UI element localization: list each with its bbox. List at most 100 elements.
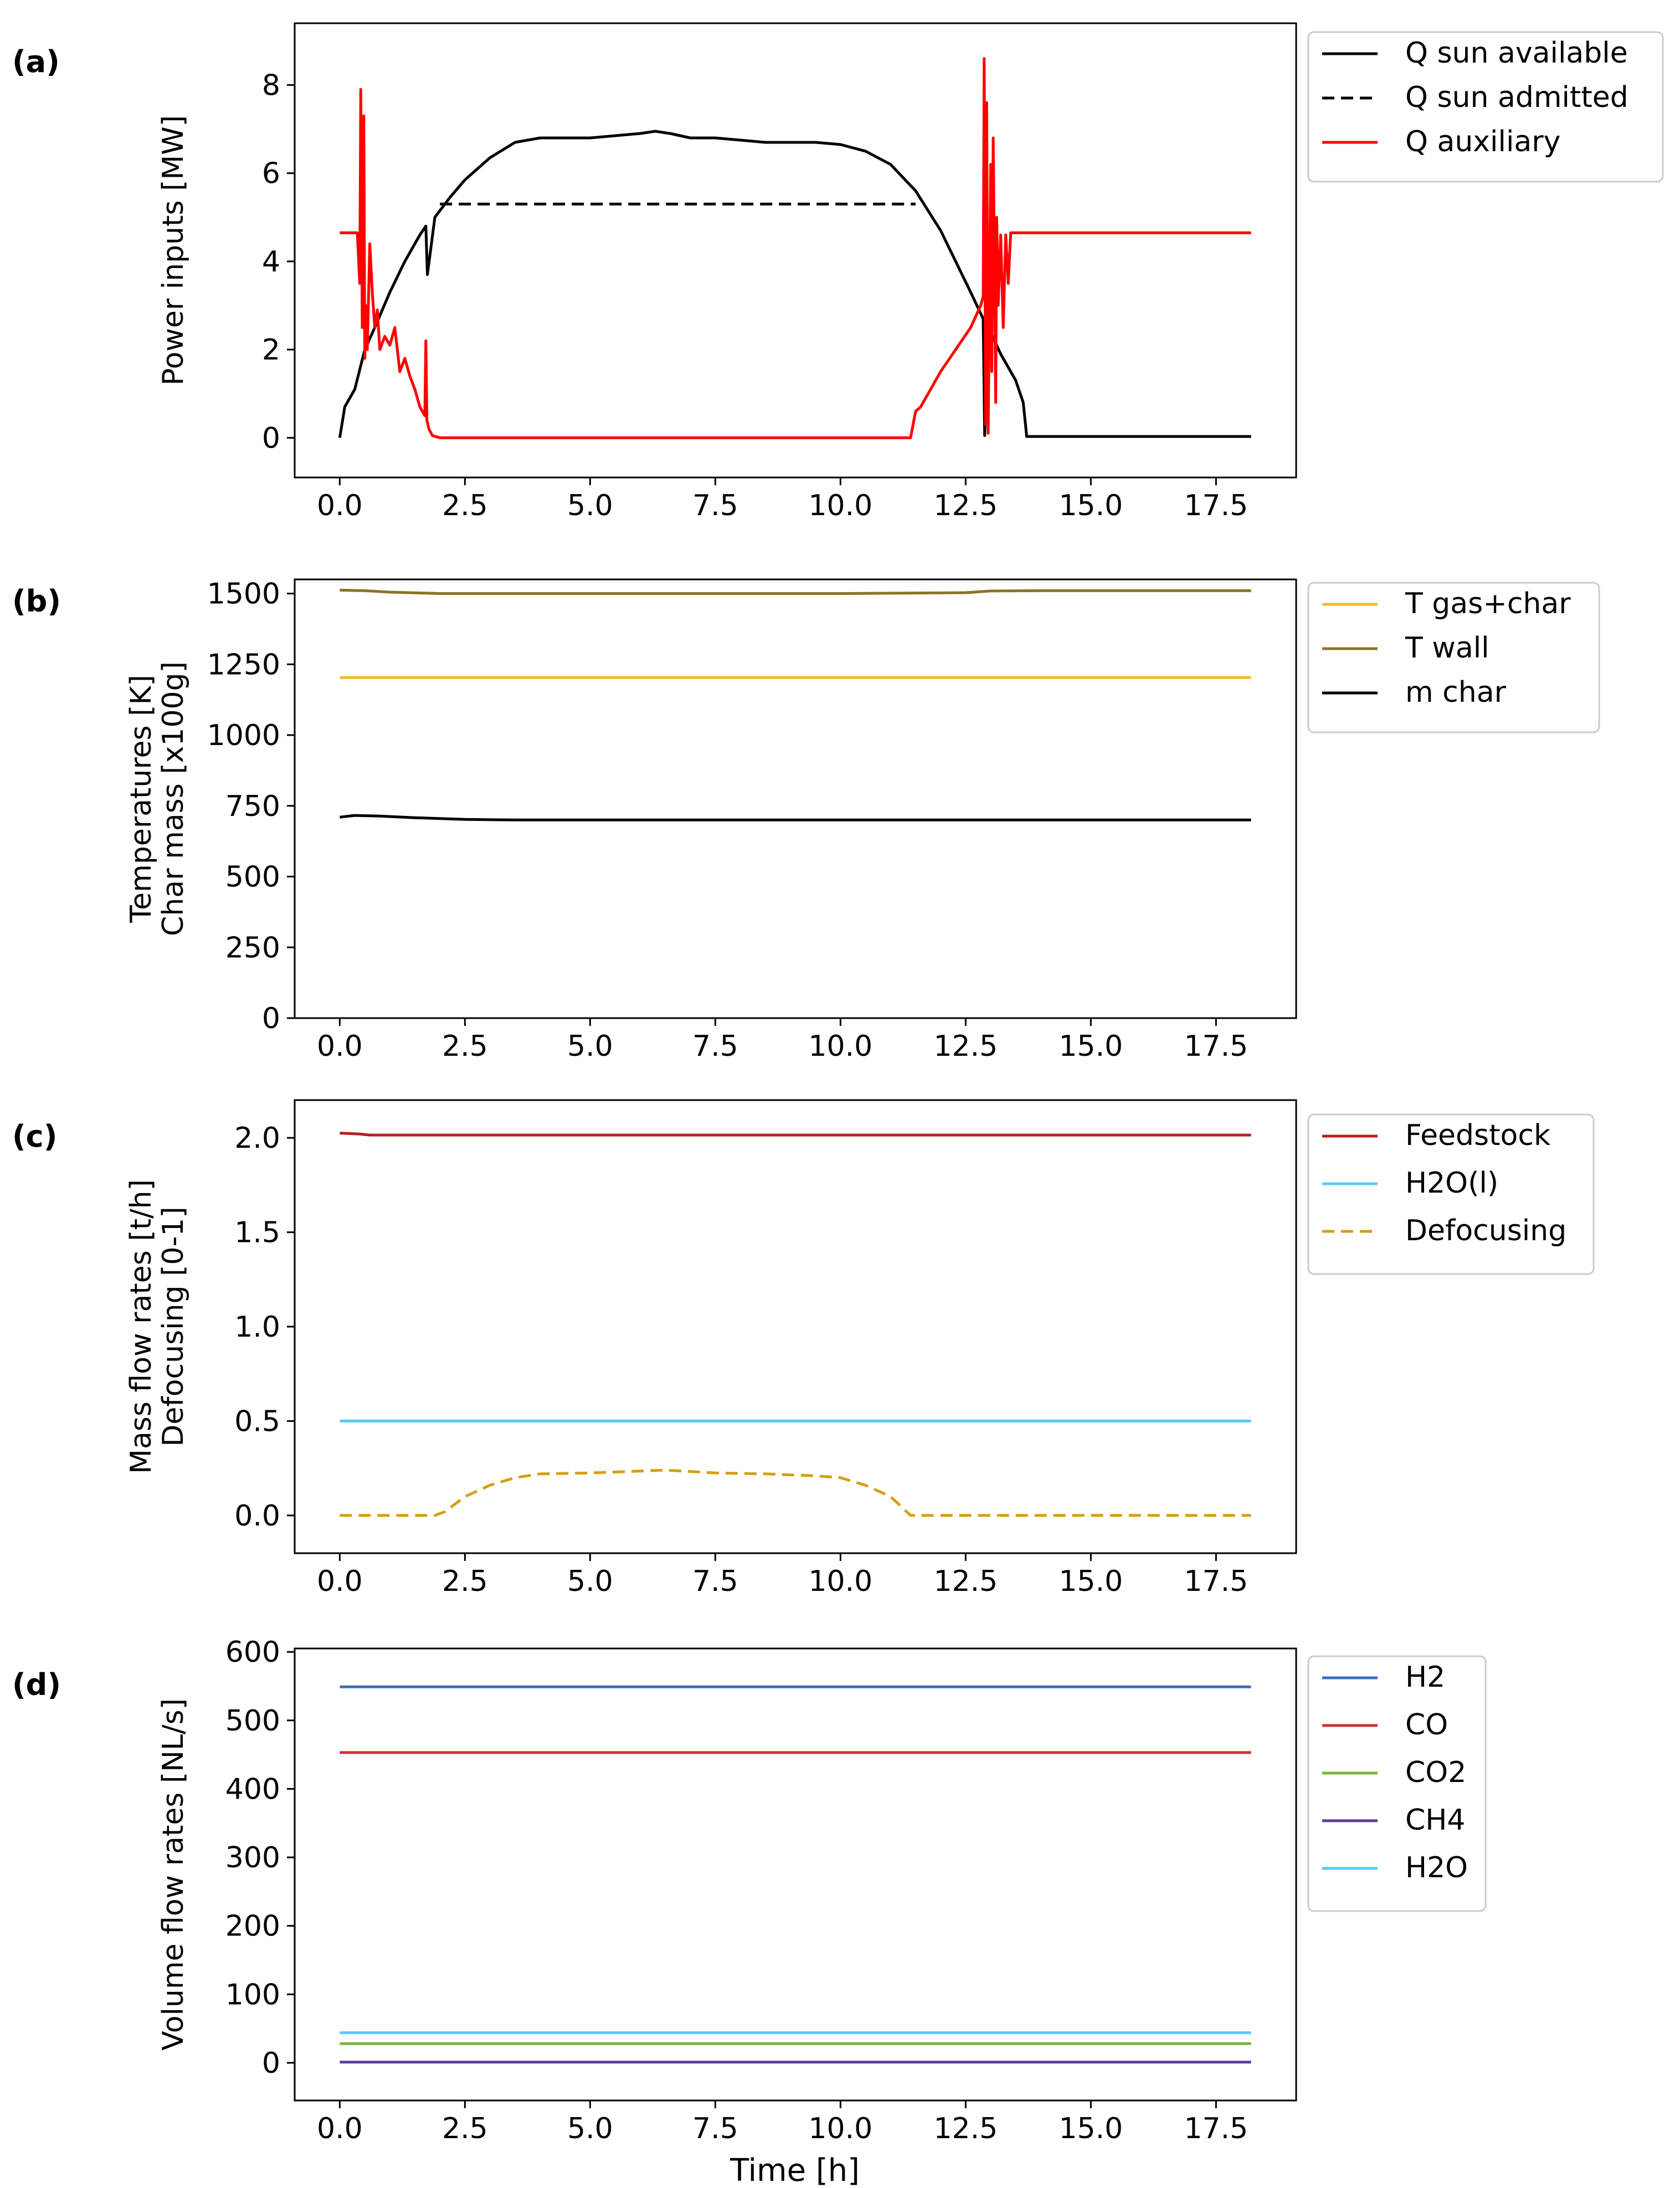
x-tick-label: 7.5 [692,2112,738,2145]
x-tick-label: 5.0 [567,2112,613,2145]
x-tick-label: 5.0 [567,1565,613,1598]
x-tick-label: 10.0 [808,2112,872,2145]
x-tick-label: 15.0 [1059,2112,1123,2145]
legend: Q sun available Q sun admitted Q auxiliary [1307,31,1664,183]
x-tick-label: 12.5 [933,2112,998,2145]
series-group [338,57,1251,439]
legend-entry: T wall [1405,631,1489,665]
x-tick-label: 2.5 [442,1565,488,1598]
x-tick-label: 12.5 [933,1565,998,1598]
y-axis-label: Volume flow rates [NL/s] [157,1698,190,2051]
y-tick-label: 750 [225,790,280,823]
x-tick-label: 7.5 [692,489,738,522]
x-tick-label: 5.0 [567,489,613,522]
y-tick-label: 1500 [207,578,280,611]
y-tick-label: 300 [225,1841,280,1874]
panel-label: (d) [12,1667,61,1702]
y-tick-label: 100 [225,1978,280,2011]
x-tick-label: 15.0 [1059,1565,1123,1598]
y-axis-label: Defocusing [0-1] [157,1206,190,1446]
y-tick-label: 2.0 [234,1122,280,1155]
x-tick-label: 17.5 [1184,2112,1248,2145]
axes-frame [294,578,1297,1019]
x-tick-label: 10.0 [808,1030,872,1063]
y-tick-label: 1250 [207,648,280,681]
series-line-t-wall [340,588,1251,595]
panel-label: (a) [12,44,60,79]
x-tick-label: 7.5 [692,1565,738,1598]
series-group [340,1132,1251,1517]
x-tick-label: 5.0 [567,1030,613,1063]
x-tick-label: 12.5 [933,489,998,522]
series-group [340,1685,1251,2064]
legend-entry: m char [1405,676,1507,709]
x-tick-label: 17.5 [1184,1565,1248,1598]
y-axis-label: Mass flow rates [t/h] [125,1179,158,1474]
legend: Feedstock H2O(l) Defocusing [1307,1113,1595,1275]
y-axis-label: Temperatures [K] [125,675,158,923]
legend-entry: Q sun admitted [1405,81,1628,114]
x-tick-label: 2.5 [442,1030,488,1063]
x-tick-label: 17.5 [1184,1030,1248,1063]
x-tick-label: 0.0 [317,1030,363,1063]
legend-box [1307,1655,1487,1912]
series-line-defocusing [340,1468,1251,1517]
y-tick-label: 0 [262,1002,280,1035]
panel-a: (a) Power inputs [MW] 0.0 2.5 5.0 7.5 10.0 12.5… [12,22,1664,522]
series-line-q-auxiliary [340,57,1251,439]
y-tick-label: 1.0 [234,1311,280,1344]
axes-frame [294,1647,1297,2102]
x-tick-label: 0.0 [317,489,363,522]
y-tick-label: 0.0 [234,1499,280,1533]
x-tick-label: 10.0 [808,489,872,522]
axes-frame [294,22,1297,479]
legend-box [1307,1113,1595,1275]
legend-box [1307,31,1664,183]
x-tick-label: 7.5 [692,1030,738,1063]
series-line-m-char [340,814,1251,821]
legend-entry: Defocusing [1405,1214,1566,1247]
y-axis-label: Char mass [x100g] [157,661,190,936]
x-tick-label: 17.5 [1184,489,1248,522]
legend-entry: CO [1405,1708,1448,1742]
panel-d: (d) Volume flow rates [NL/s] 0.0 2.5 5.0 7.5 1… [12,1636,1487,2145]
y-tick-label: 0.5 [234,1405,280,1438]
y-tick-label: 400 [225,1773,280,1806]
legend-entry: Q sun available [1405,37,1628,70]
y-tick-label: 2 [262,333,280,367]
legend-entry: H2O [1405,1851,1468,1884]
legend-entry: CO2 [1405,1756,1466,1789]
y-tick-label: 8 [262,69,280,102]
y-tick-label: 6 [262,157,280,191]
y-tick-label: 250 [225,931,280,964]
legend: H2 CO CO2 CH4 H2O [1307,1655,1487,1912]
y-tick-label: 600 [225,1636,280,1669]
figure-xlabel: Time [h] [729,2153,860,2188]
panel-c: (c) Mass flow rates [t/h]Defocusing [0-1]… [12,1099,1595,1598]
x-tick-label: 2.5 [442,2112,488,2145]
legend-entry: CH4 [1405,1804,1466,1837]
x-tick-label: 15.0 [1059,489,1123,522]
x-tick-label: 12.5 [933,1030,998,1063]
x-tick-label: 2.5 [442,489,488,522]
series-line-feedstock [340,1132,1251,1137]
y-tick-label: 500 [225,1704,280,1738]
x-tick-label: 0.0 [317,2112,363,2145]
y-tick-label: 4 [262,245,280,279]
x-tick-label: 0.0 [317,1565,363,1598]
y-tick-label: 1.5 [234,1216,280,1250]
panel-label: (c) [12,1119,57,1154]
y-tick-label: 500 [225,861,280,894]
legend-entry: Feedstock [1405,1119,1550,1152]
legend-entry: T gas+char [1405,587,1571,620]
y-axis-label: Power inputs [MW] [157,115,190,386]
axes-frame [294,1099,1297,1554]
x-tick-label: 10.0 [808,1565,872,1598]
x-tick-label: 15.0 [1059,1030,1123,1063]
panel-label: (b) [12,584,61,619]
panel-b: (b) Temperatures [K]Char mass [x100g] 0.0 2… [12,578,1600,1063]
legend-entry: H2O(l) [1405,1167,1498,1200]
legend: T gas+char T wall m char [1307,582,1600,733]
legend-entry: Q auxiliary [1405,125,1560,158]
